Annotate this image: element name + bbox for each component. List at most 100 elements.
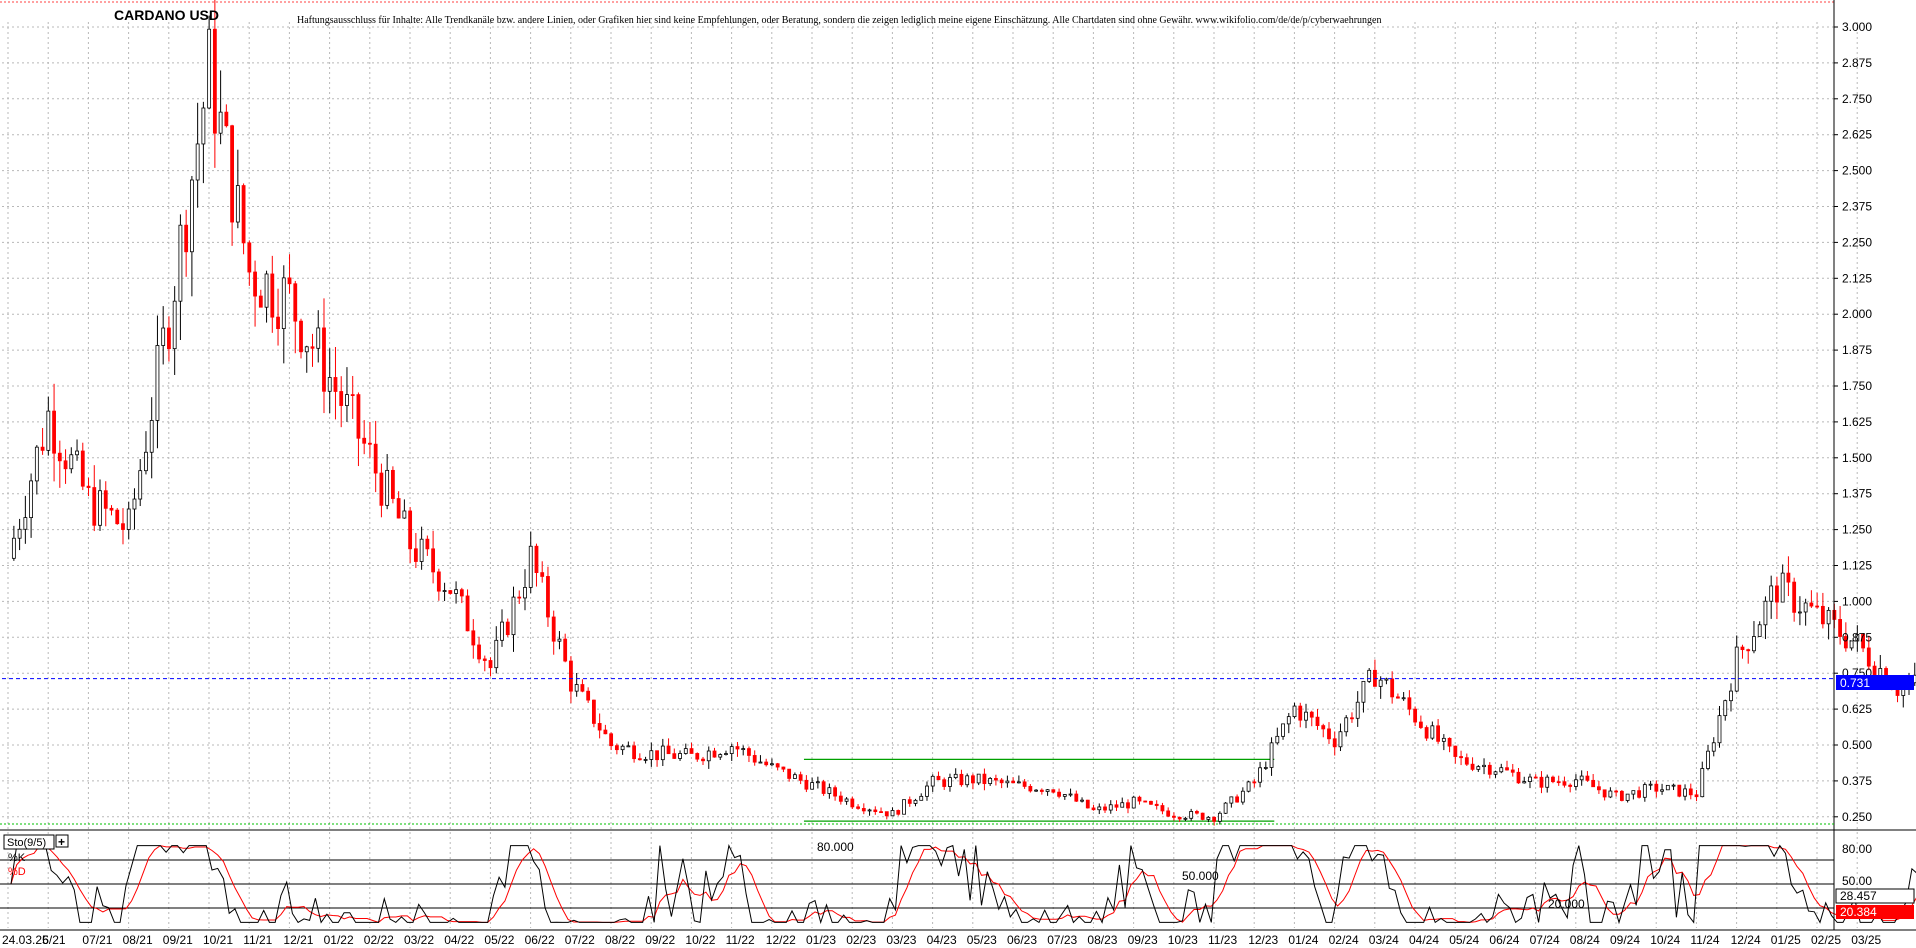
k-value-label: 28.457 — [1840, 889, 1877, 903]
candle-body — [1160, 805, 1165, 812]
candle-body — [1367, 669, 1372, 682]
candle-body — [327, 377, 332, 392]
candle-body — [1396, 696, 1400, 699]
candle-body — [1080, 799, 1084, 802]
candle-body — [1528, 776, 1532, 782]
x-tick-label: 08/23 — [1087, 933, 1117, 947]
candle-body — [896, 810, 901, 815]
stoch-axis-50: 50.00 — [1842, 874, 1872, 888]
candle-body — [936, 775, 941, 781]
candle-body — [52, 410, 56, 454]
candle-body — [810, 782, 815, 790]
candle-body — [603, 729, 608, 735]
candle-body — [655, 750, 659, 761]
candle-body — [890, 810, 895, 817]
candle-body — [109, 507, 114, 511]
candle-body — [121, 523, 125, 530]
x-tick-label: 12/24 — [1731, 933, 1761, 947]
candle-body — [1608, 790, 1613, 798]
candle-body — [247, 242, 252, 273]
candle-body — [1016, 781, 1021, 784]
x-tick-label: 05/23 — [967, 933, 997, 947]
y-tick-label: 0.375 — [1842, 774, 1872, 788]
candle-body — [103, 490, 108, 509]
candle-body — [1441, 737, 1446, 742]
x-tick-label: 03/23 — [886, 933, 916, 947]
candle-body — [178, 224, 183, 302]
candle-body — [1143, 800, 1148, 803]
candle-body — [1269, 742, 1274, 768]
candle-body — [1189, 811, 1194, 819]
candle-body — [557, 638, 562, 642]
candle-body — [609, 733, 614, 747]
candle-body — [534, 545, 539, 573]
candle-body — [1332, 738, 1337, 748]
x-tick-label: 10/22 — [685, 933, 715, 947]
disclaimer: Haftungsausschluss für Inhalte: Alle Tre… — [297, 15, 1382, 26]
candle-body — [1671, 784, 1676, 787]
candle-body — [1350, 717, 1354, 720]
y-tick-label: 2.500 — [1842, 164, 1872, 178]
candle-body — [1826, 609, 1831, 625]
candle-body — [333, 377, 338, 392]
candle-body — [442, 590, 447, 592]
candle-body — [1258, 767, 1262, 783]
indicator-add-button[interactable] — [55, 834, 69, 848]
candle-body — [413, 548, 418, 562]
candle-body — [1533, 776, 1538, 779]
y-tick-label: 2.000 — [1842, 307, 1872, 321]
candle-body — [425, 538, 430, 550]
candle-body — [1154, 803, 1159, 806]
y-tick-label: 0.875 — [1842, 630, 1872, 644]
candle-body — [1487, 764, 1492, 775]
candle-body — [1838, 619, 1842, 637]
candle-body — [592, 699, 596, 724]
candle-body — [304, 346, 309, 353]
candle-body — [1091, 807, 1096, 811]
candle-body — [57, 452, 62, 462]
x-tick-label: 07/21 — [82, 933, 112, 947]
candle-body — [1344, 717, 1349, 733]
candle-body — [1700, 768, 1705, 798]
candle-body — [80, 450, 85, 487]
candle-body — [856, 806, 860, 809]
current-price-badge — [1836, 675, 1914, 690]
candle-body — [614, 745, 619, 751]
x-tick-label: 01/24 — [1288, 933, 1318, 947]
candle-body — [580, 684, 585, 692]
candle-body — [523, 587, 527, 599]
candle-body — [884, 811, 889, 817]
y-tick-label: 2.125 — [1842, 271, 1872, 285]
candle-body — [132, 498, 137, 510]
candle-body — [63, 460, 68, 470]
x-tick-label: 09/23 — [1128, 933, 1158, 947]
candle-body — [804, 779, 809, 790]
candle-body — [1780, 572, 1785, 603]
candle-body — [92, 487, 97, 526]
candle-body — [1763, 600, 1768, 626]
candle-body — [1757, 624, 1762, 637]
candle-body — [1309, 711, 1314, 718]
plus-icon[interactable]: + — [58, 835, 65, 849]
candle-body — [637, 758, 642, 761]
y-tick-label: 1.875 — [1842, 343, 1872, 357]
candle-body — [1740, 646, 1745, 651]
candle-body — [310, 346, 315, 349]
candle-body — [1361, 680, 1366, 703]
candle-body — [919, 795, 924, 801]
candle-body — [770, 763, 774, 766]
candle-body — [264, 273, 269, 308]
candle-body — [1849, 640, 1854, 649]
candle-body — [982, 773, 987, 785]
candle-body — [517, 596, 522, 599]
candle-body — [1723, 700, 1728, 717]
d-value-badge — [1836, 905, 1914, 919]
candle-body — [1545, 776, 1550, 788]
candle-body — [500, 621, 504, 641]
candle-body — [546, 576, 550, 618]
x-tick-label: 06/24 — [1489, 933, 1519, 947]
candle-body — [69, 454, 74, 470]
candle-body — [838, 795, 843, 802]
candle-body — [218, 111, 223, 134]
candle-body — [1166, 810, 1171, 817]
